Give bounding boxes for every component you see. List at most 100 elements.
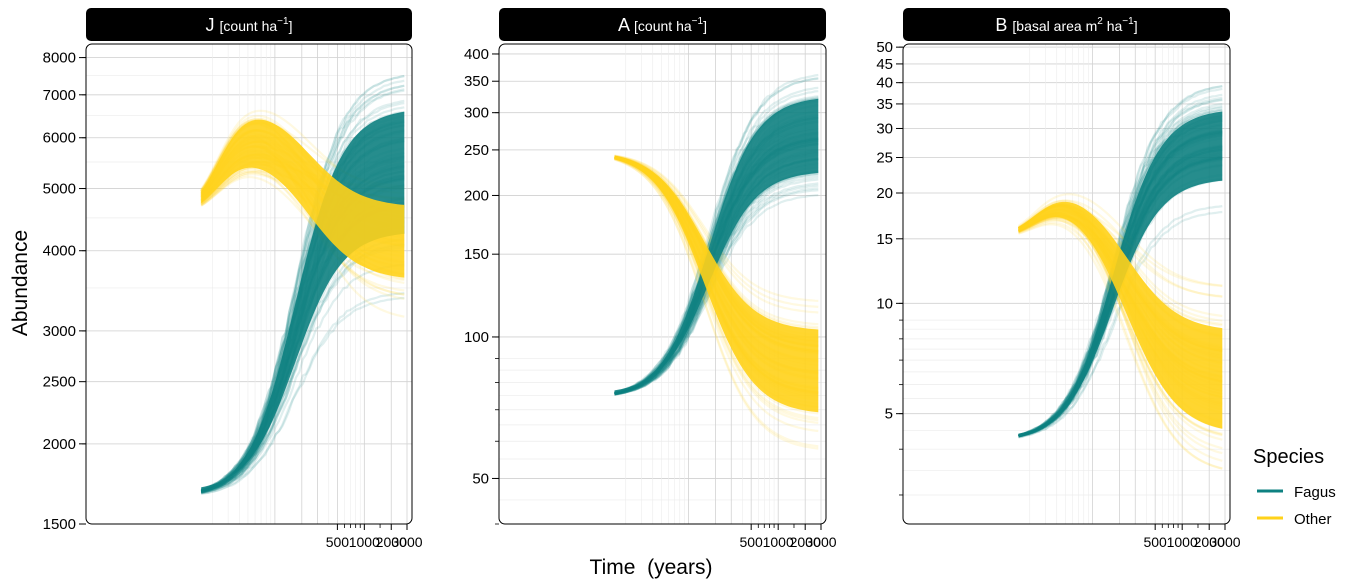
x-tick-label: 3000 — [1209, 534, 1240, 550]
strip-exponent: −1 — [277, 16, 289, 27]
trajectory-fagus — [1018, 105, 1223, 437]
y-axis: 50 100 150 200 250 300 350 400 — [464, 46, 499, 525]
strip-B: B [basal area m2 ha−1] — [903, 8, 1230, 41]
strip-main: J — [206, 15, 220, 35]
y-tick-label: 2500 — [43, 374, 76, 391]
trajectory-fagus — [201, 296, 405, 495]
y-tick-label: 150 — [464, 246, 489, 263]
trajectory-fagus — [614, 73, 819, 394]
y-tick-label: 2000 — [43, 436, 76, 453]
strip-J: J [count ha−1] — [86, 8, 412, 41]
strip-label: A [count ha−1] — [618, 15, 707, 35]
trajectory-fagus — [1018, 93, 1223, 437]
strip-unit: [count ha — [634, 18, 692, 34]
strip-label: B [basal area m2 ha−1] — [995, 15, 1137, 35]
y-tick-label: 1500 — [43, 516, 76, 533]
trajectory-fagus — [1018, 96, 1223, 437]
x-axis-title: Time (years) — [590, 556, 713, 579]
strip-close: ] — [703, 18, 707, 34]
y-tick-label: 25 — [876, 149, 893, 166]
y-tick-label: 100 — [464, 329, 489, 346]
y-tick-label: 8000 — [43, 50, 76, 67]
strip-background — [499, 8, 826, 41]
legend: Species Fagus Other — [1253, 446, 1336, 528]
trajectory-other — [614, 157, 819, 415]
legend-title: Species — [1253, 446, 1324, 468]
y-tick-label: 15 — [876, 231, 893, 248]
trajectories — [614, 73, 819, 450]
trajectory-fagus — [614, 77, 819, 394]
x-tick-label: 1000 — [349, 534, 380, 550]
band-fagus — [614, 98, 819, 394]
y-tick-label: 35 — [876, 96, 893, 113]
grid — [903, 44, 1230, 524]
strip-exponent: 2 — [1097, 16, 1103, 27]
trajectory-other — [1018, 221, 1223, 435]
strip-main: A — [618, 15, 634, 35]
x-tick-label: 2000 — [376, 534, 407, 550]
y-tick-label: 40 — [876, 75, 893, 92]
trajectory-fagus — [201, 292, 405, 495]
x-tick-label: 500 — [326, 534, 350, 550]
y-tick-label: 400 — [464, 46, 489, 63]
strip-exponent2: −1 — [1122, 16, 1134, 27]
band-other — [201, 119, 405, 278]
strip-unit2: ha — [1103, 18, 1123, 34]
panel-J: J [count ha−1] 1500 2000 2500 3000 4000 5000 60… — [43, 8, 423, 550]
trajectory-fagus — [200, 79, 405, 491]
panel-A: A [count ha−1] 50 100 150 200 250 300 350 400 500… — [464, 8, 837, 550]
trajectory-other — [614, 158, 819, 450]
panel-background — [86, 44, 412, 524]
band-other — [1018, 201, 1223, 429]
trajectory-other — [614, 158, 819, 448]
x-tick-label: 500 — [739, 534, 763, 550]
trajectory-fagus — [614, 97, 819, 394]
legend-label-other: Other — [1294, 511, 1332, 528]
y-tick-label: 30 — [876, 120, 893, 137]
trajectory-fagus — [1018, 85, 1223, 436]
trajectory-other — [614, 157, 819, 420]
strip-close: ] — [1134, 18, 1138, 34]
strip-label: J [count ha−1] — [206, 15, 293, 35]
trajectories — [1017, 85, 1223, 470]
grid — [499, 44, 826, 524]
x-tick-label: 1000 — [763, 534, 794, 550]
trajectory-other — [1017, 199, 1223, 298]
y-tick-label: 250 — [464, 142, 489, 159]
trajectory-fagus — [200, 74, 405, 491]
legend-label-fagus: Fagus — [1294, 484, 1336, 501]
x-tick-label: 2000 — [790, 534, 821, 550]
trajectory-other — [1018, 223, 1223, 470]
y-tick-label: 10 — [876, 295, 893, 312]
panel-border — [85, 43, 413, 525]
strip-exponent: −1 — [692, 16, 704, 27]
y-tick-label: 200 — [464, 187, 489, 204]
trajectory-fagus — [614, 97, 819, 394]
trajectory-fagus — [201, 84, 405, 491]
trajectory-fagus — [200, 263, 405, 495]
trajectory-fagus — [614, 86, 819, 394]
strip-background — [903, 8, 1230, 41]
trajectory-fagus — [1018, 85, 1223, 437]
y-tick-label: 7000 — [43, 87, 76, 104]
x-tick-label: 3000 — [805, 534, 836, 550]
y-axis: 1500 2000 2500 3000 4000 5000 6000 7000 8000 — [43, 50, 86, 533]
x-tick-label: 3000 — [391, 534, 422, 550]
y-tick-label: 350 — [464, 73, 489, 90]
y-tick-label: 20 — [876, 185, 893, 202]
y-tick-label: 6000 — [43, 130, 76, 147]
trajectory-other — [1018, 218, 1223, 470]
trajectory-fagus — [614, 90, 819, 394]
y-axis-title: Abundance — [9, 230, 32, 336]
strip-close: ] — [289, 18, 293, 34]
trajectory-fagus — [200, 74, 405, 492]
trajectory-fagus — [200, 89, 405, 492]
trajectory-other — [1017, 193, 1223, 287]
trajectory-other — [1018, 216, 1223, 436]
facet-panels: J [count ha−1]15002000250030004000500060… — [43, 8, 1241, 550]
